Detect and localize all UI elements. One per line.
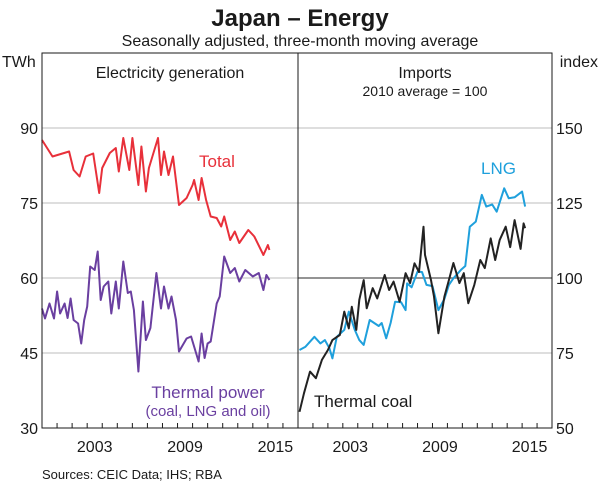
x-tick-label: 2015: [258, 439, 294, 456]
x-tick-label: 2003: [77, 439, 113, 456]
x-tick-label: 2015: [512, 439, 548, 456]
axis-ticks: 30 45 60 75 90 2003 2009 2015 50 75 100 125 150 2003 2…: [20, 121, 583, 456]
left-y-tick-label: 45: [20, 346, 38, 363]
right-y-tick-label: 125: [556, 196, 583, 213]
left-axis-unit: TWh: [2, 54, 36, 71]
left-y-tick-label: 30: [20, 421, 38, 438]
plot-frame: [41, 52, 553, 429]
left-y-tick-label: 90: [20, 121, 38, 138]
right-axis-unit: index: [560, 54, 598, 71]
thermal-coal-series-label: Thermal coal: [314, 392, 412, 411]
left-y-tick-label: 75: [20, 196, 38, 213]
right-y-tick-label: 50: [556, 421, 574, 438]
thermal-power-series-sublabel: (coal, LNG and oil): [145, 403, 270, 420]
right-y-tick-label: 75: [556, 346, 574, 363]
right-y-tick-label: 100: [556, 271, 583, 288]
right-panel-subtitle: 2010 average = 100: [363, 83, 488, 99]
thermal-power-series-label: Thermal power: [151, 383, 265, 402]
x-tick-label: 2009: [167, 439, 203, 456]
x-tick-label: 2009: [422, 439, 458, 456]
thermal-power-line: [41, 250, 271, 373]
right-panel-title: Imports: [398, 65, 451, 82]
sources-note: Sources: CEIC Data; IHS; RBA: [42, 467, 222, 482]
chart-subtitle: Seasonally adjusted, three-month moving …: [122, 33, 479, 50]
left-panel-title: Electricity generation: [96, 65, 245, 82]
right-y-tick-label: 150: [556, 121, 583, 138]
x-tick-label: 2003: [332, 439, 368, 456]
total-series-label: Total: [199, 152, 235, 171]
total-line: [41, 137, 271, 256]
lng-series-label: LNG: [481, 159, 516, 178]
series-lines: [41, 137, 527, 413]
chart-title: Japan – Energy: [211, 5, 389, 32]
thermal-coal-line: [298, 219, 527, 413]
left-y-tick-label: 60: [20, 271, 38, 288]
